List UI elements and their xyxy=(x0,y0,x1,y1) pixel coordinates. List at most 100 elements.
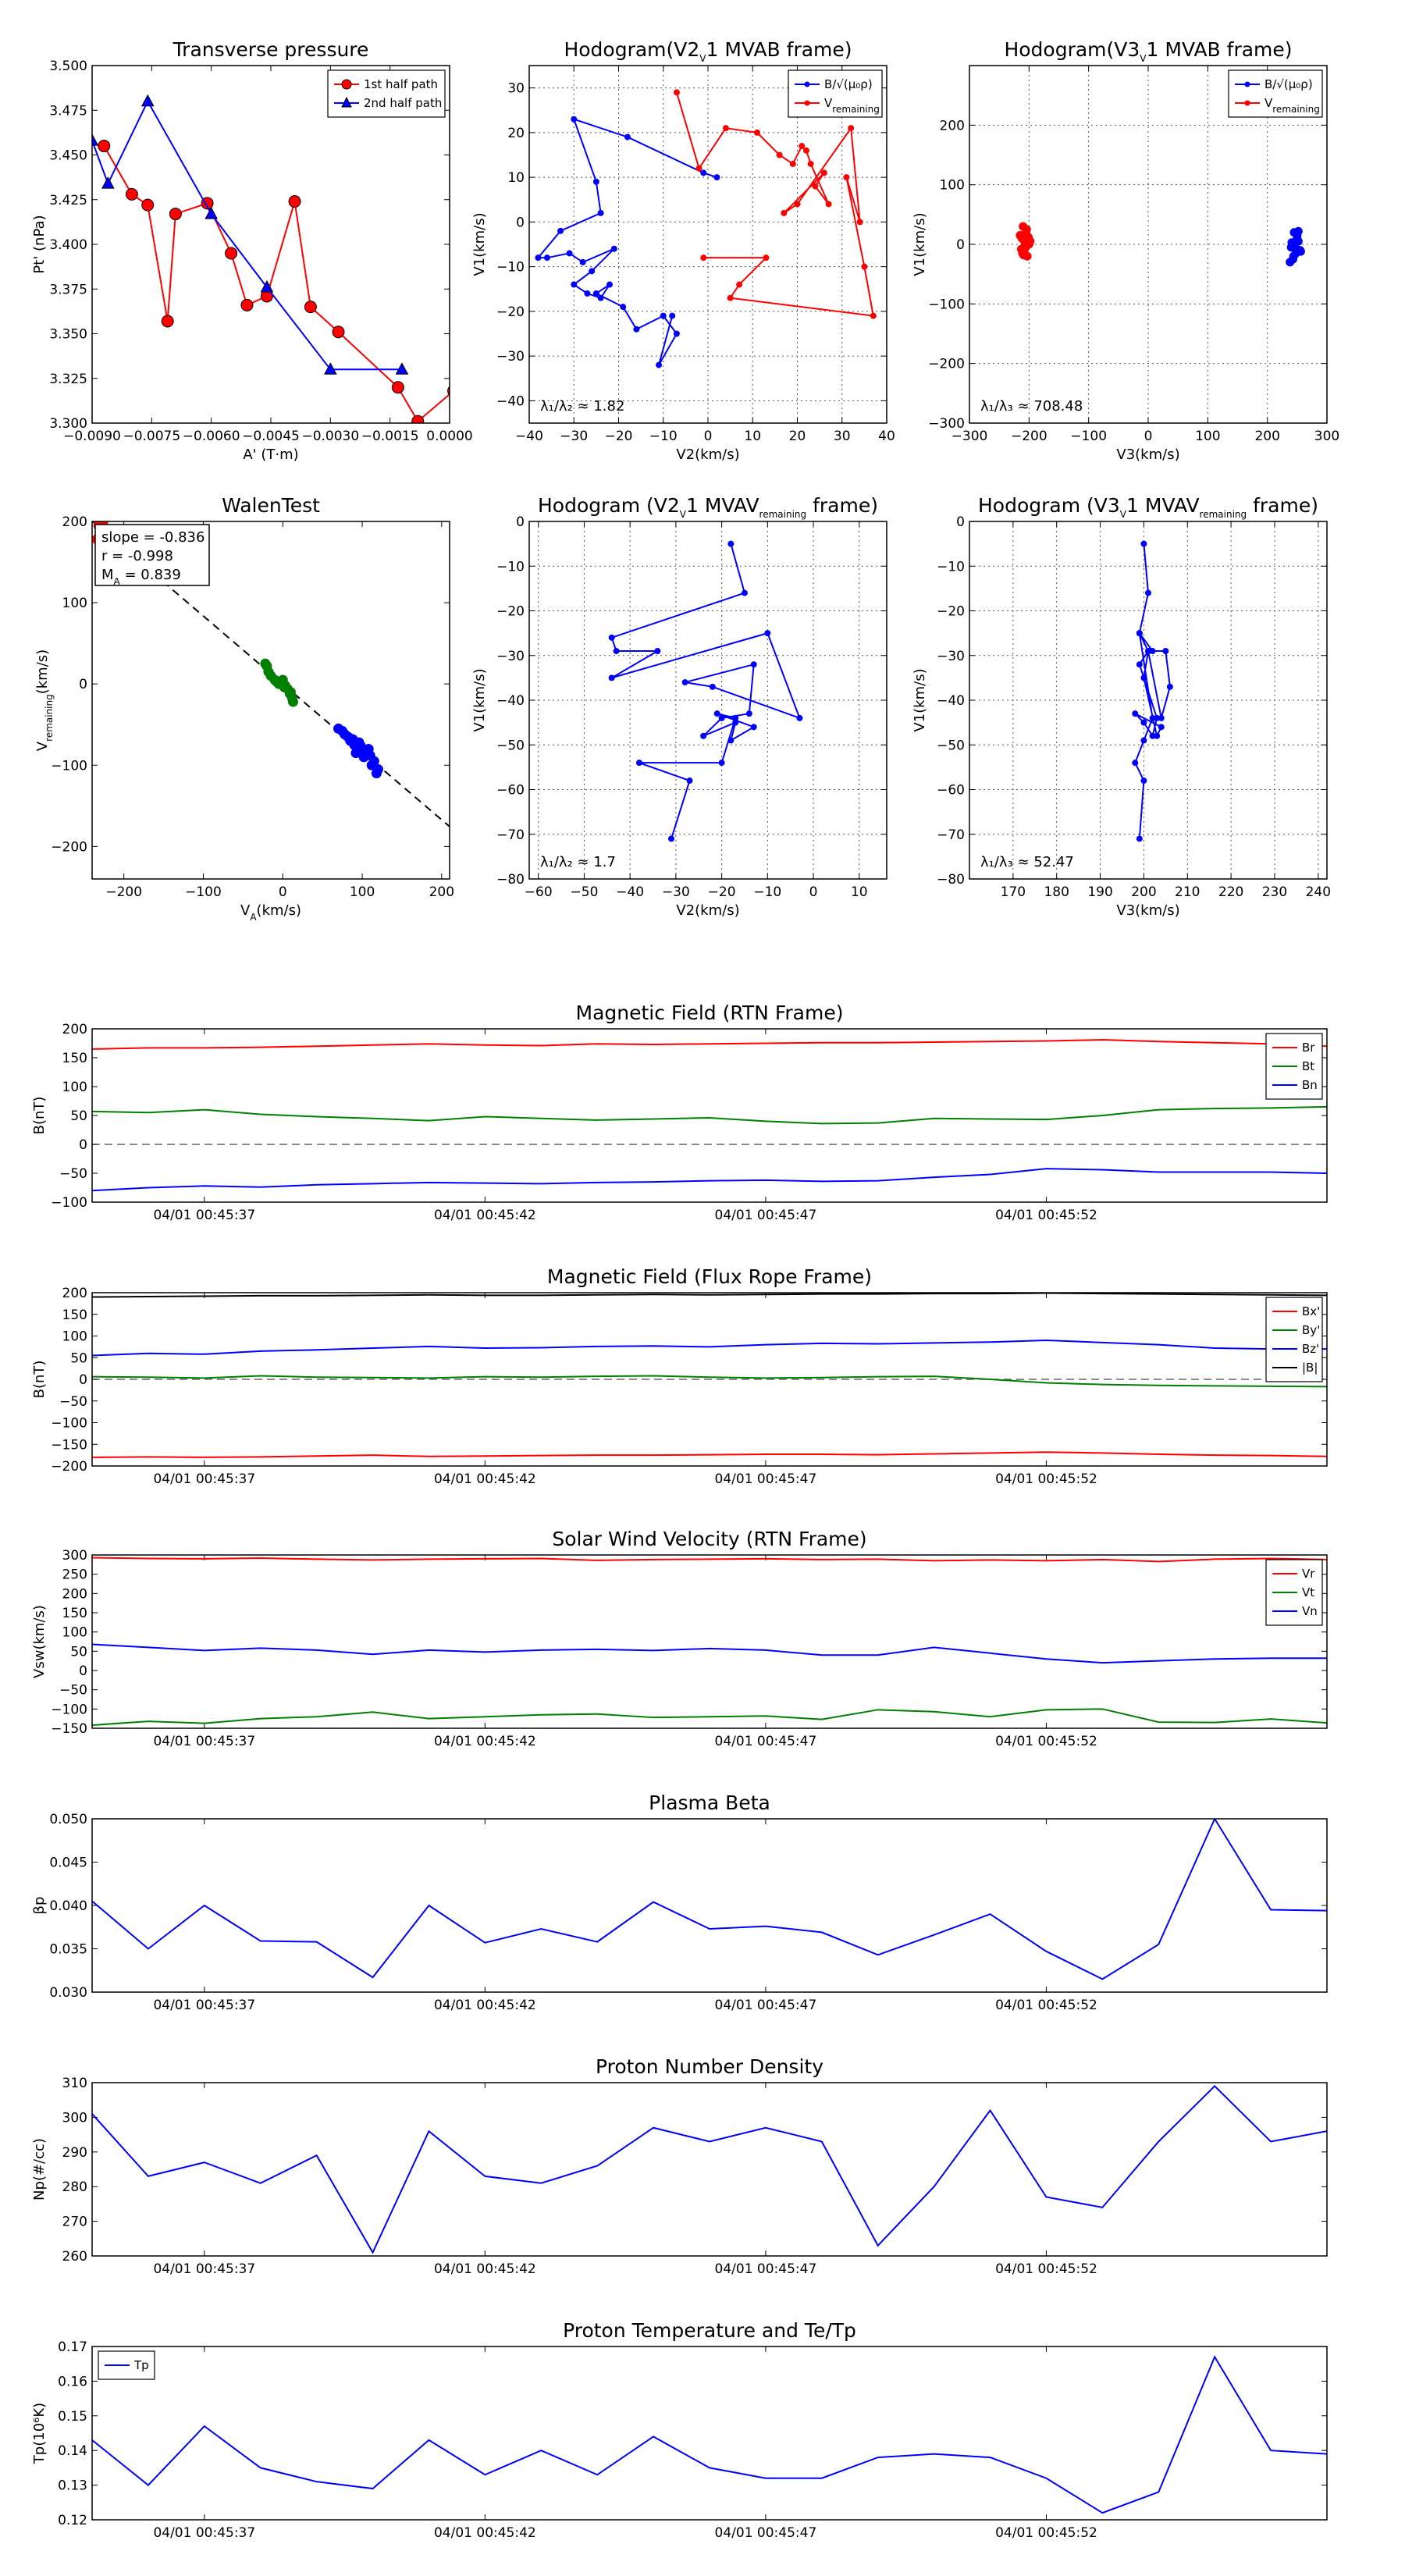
data-point xyxy=(695,165,702,172)
x-tick-label: −10 xyxy=(649,429,678,444)
data-point xyxy=(161,315,174,328)
y-axis-label: B(nT) xyxy=(31,1097,48,1135)
data-point xyxy=(794,201,801,208)
y-tick-label: 3.425 xyxy=(49,193,87,208)
x-tick-label: −0.0075 xyxy=(123,429,180,444)
data-point xyxy=(411,415,425,423)
y-tick-label: −70 xyxy=(496,827,525,843)
chart-title: Hodogram (V3V1 MVAVremaining frame) xyxy=(978,494,1318,520)
y-tick-label: 50 xyxy=(70,1644,87,1660)
y-tick-label: −80 xyxy=(496,872,525,888)
y-tick-label: 290 xyxy=(62,2145,87,2161)
magnetic-field-flux-rope-chart: Magnetic Field (Flux Rope Frame) 04/01 00… xyxy=(31,1265,1328,1487)
legend-label: Bn xyxy=(1302,1078,1318,1092)
data-point xyxy=(125,187,138,201)
data-point xyxy=(323,362,337,375)
y-tick-label: −50 xyxy=(937,738,965,753)
data-point xyxy=(825,201,832,208)
chart-title: Transverse pressure xyxy=(173,38,369,61)
x-tick-label: 04/01 00:45:47 xyxy=(715,1208,817,1223)
solar-wind-velocity-chart: Solar Wind Velocity (RTN Frame) 04/01 00:… xyxy=(31,1528,1328,1749)
y-tick-label: 0 xyxy=(79,677,87,692)
data-point xyxy=(1293,226,1303,236)
data-point xyxy=(240,298,254,311)
y-tick-label: 0.030 xyxy=(49,1985,87,2001)
x-tick-label: −50 xyxy=(571,884,599,900)
data-point xyxy=(732,714,739,721)
x-tick-label: −60 xyxy=(525,884,553,900)
plot-area xyxy=(1016,222,1305,267)
data-point xyxy=(669,312,676,319)
data-point xyxy=(620,304,627,311)
data-point xyxy=(1022,225,1031,234)
legend-label: B/√(μ₀ρ) xyxy=(1264,77,1313,91)
plot-area xyxy=(92,2355,1327,2514)
axes-frame xyxy=(528,521,887,880)
hodogram-v2v1-mvav-chart: Hodogram (V2V1 MVAVremaining frame) −60 −5… xyxy=(471,494,887,919)
plot-area xyxy=(1132,540,1173,842)
proton-temperature-chart: Proton Temperature and Te/Tp 04/01 00:45:… xyxy=(31,2319,1328,2541)
y-tick-label: −200 xyxy=(51,1459,87,1475)
y-axis-label: βp xyxy=(31,1897,48,1915)
series-line-bn xyxy=(92,1168,1327,1192)
x-axis-label: A' (T·m) xyxy=(243,447,298,463)
y-tick-label: 0 xyxy=(516,514,525,530)
data-point xyxy=(260,279,274,293)
y-tick-label: 260 xyxy=(62,2249,87,2265)
x-tick-label: −30 xyxy=(560,429,588,444)
data-point xyxy=(579,258,586,265)
data-point xyxy=(271,676,282,687)
series-line-by- xyxy=(92,1375,1327,1388)
x-tick-label: 04/01 00:45:52 xyxy=(995,1471,1097,1487)
x-tick-label: 230 xyxy=(1262,884,1287,900)
y-axis-label: Vremaining(km/s) xyxy=(34,649,55,751)
data-point xyxy=(1296,247,1305,256)
ratio-annotation: λ₁/λ₂ ≈ 1.82 xyxy=(540,398,624,415)
x-tick-label: 04/01 00:45:52 xyxy=(995,1208,1097,1223)
fit-line xyxy=(92,521,450,827)
x-tick-label: −100 xyxy=(185,884,222,900)
y-tick-label: −20 xyxy=(496,604,525,620)
data-point xyxy=(654,648,661,655)
data-point xyxy=(606,281,614,288)
axes-frame xyxy=(969,521,1328,880)
x-axis-label: VA(km/s) xyxy=(240,902,301,923)
x-tick-label: 04/01 00:45:47 xyxy=(715,2525,817,2541)
y-tick-label: 0.050 xyxy=(49,1812,87,1827)
y-tick-label: −150 xyxy=(51,1437,87,1453)
proton-number-density-chart: Proton Number Density 04/01 00:45:37 04/01… xyxy=(31,2055,1328,2277)
chart-title: WalenTest xyxy=(222,494,320,517)
data-point xyxy=(776,151,783,158)
x-tick-label: 04/01 00:45:47 xyxy=(715,1998,817,2013)
x-tick-label: 04/01 00:45:47 xyxy=(715,1471,817,1487)
chart-title: Hodogram(V2V1 MVAB frame) xyxy=(564,38,852,64)
series-line-bz- xyxy=(92,1340,1327,1357)
data-point xyxy=(820,169,827,176)
x-tick-label: 04/01 00:45:52 xyxy=(995,1998,1097,2013)
axes-frame xyxy=(969,65,1328,424)
y-tick-label: 150 xyxy=(62,1606,87,1621)
data-point xyxy=(736,281,743,288)
x-tick-label: 30 xyxy=(834,429,851,444)
data-point xyxy=(1140,719,1147,726)
x-tick-label: 180 xyxy=(1044,884,1069,900)
x-axis-label: V2(km/s) xyxy=(676,902,739,919)
x-tick-label: 04/01 00:45:37 xyxy=(153,1471,255,1487)
x-tick-label: −20 xyxy=(605,429,633,444)
data-point xyxy=(753,129,760,136)
y-tick-label: 200 xyxy=(62,1586,87,1602)
y-tick-label: 100 xyxy=(62,1080,87,1095)
data-point xyxy=(722,125,729,132)
y-tick-label: 0 xyxy=(956,514,965,530)
data-point xyxy=(750,724,757,731)
y-tick-label: 300 xyxy=(62,2110,87,2126)
ratio-annotation: λ₁/λ₃ ≈ 708.48 xyxy=(980,398,1083,415)
y-tick-label: 100 xyxy=(62,1329,87,1345)
y-tick-label: −20 xyxy=(496,304,525,320)
chart-title: Hodogram (V2V1 MVAVremaining frame) xyxy=(538,494,878,520)
y-tick-label: 300 xyxy=(62,1548,87,1564)
data-point xyxy=(608,634,615,641)
stats-line: r = -0.998 xyxy=(101,548,173,564)
data-point xyxy=(718,714,725,721)
y-tick-label: 0 xyxy=(956,237,965,253)
